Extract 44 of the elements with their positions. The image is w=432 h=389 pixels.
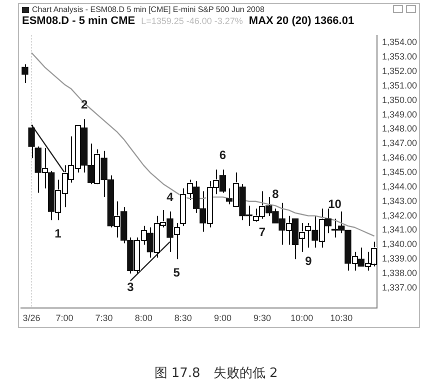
y-tick-label: 1,340.00 xyxy=(382,239,418,250)
x-tick-label: 9:00 xyxy=(214,313,232,324)
x-tick-label: 3/26 xyxy=(22,313,40,324)
annotation: 3 xyxy=(127,280,134,294)
y-tick-label: 1,353.00 xyxy=(382,52,418,62)
y-tick-label: 1,349.00 xyxy=(382,109,418,120)
x-tick-label: 7:00 xyxy=(56,313,74,324)
y-tick-label: 1,338.00 xyxy=(382,268,418,278)
y-tick-label: 1,341.00 xyxy=(382,224,418,235)
y-tick-label: 1,346.00 xyxy=(382,152,418,163)
chart-subtitle: ESM08.D - 5 min CME xyxy=(22,15,136,27)
annotation: 10 xyxy=(328,197,342,212)
y-tick-label: 1,339.00 xyxy=(382,254,418,264)
y-tick-label: 1,337.00 xyxy=(382,282,418,292)
x-tick-label: 9:30 xyxy=(254,313,272,324)
x-tick-label: 7:30 xyxy=(95,313,113,324)
y-tick-label: 1,344.00 xyxy=(382,181,418,192)
y-tick-label: 1,351.00 xyxy=(382,80,418,90)
x-tick-label: 10:30 xyxy=(330,313,353,324)
annotation: 9 xyxy=(305,254,312,268)
annotation: 4 xyxy=(166,190,174,204)
caption: 图 17.8 失败的低 2 xyxy=(153,365,279,382)
x-tick-label: 8:30 xyxy=(174,313,192,324)
annotation: 6 xyxy=(219,148,226,162)
y-tick-label: 1,348.00 xyxy=(382,124,418,134)
y-tick-label: 1,347.00 xyxy=(382,138,418,148)
x-tick-label: 10:00 xyxy=(290,313,314,324)
candlestick xyxy=(22,64,28,84)
annotation: 8 xyxy=(272,186,280,201)
annotation: 7 xyxy=(258,225,266,240)
y-tick-label: 1,343.00 xyxy=(382,196,418,206)
y-tick-label: 1,345.00 xyxy=(382,167,418,178)
text: MAX 20 (20) 1366.01 xyxy=(248,15,354,27)
y-tick-label: 1,342.00 xyxy=(382,210,418,220)
y-tick-label: 1,350.00 xyxy=(382,94,418,105)
y-tick-label: 1,354.00 xyxy=(382,37,418,48)
x-tick-label: 8:00 xyxy=(134,313,152,324)
chart-title: Chart Analysis - ESM08.D 5 min [CME] E-mini S&P 500 Jun 2008 xyxy=(32,5,264,14)
annotation: 5 xyxy=(173,265,180,280)
y-tick-label: 1,352.00 xyxy=(382,66,418,76)
annotation: 1 xyxy=(54,226,62,240)
annotation: 2 xyxy=(80,97,88,112)
candlestick xyxy=(28,124,35,159)
text: L=1359.25 -46.00 -3.27% xyxy=(141,16,243,26)
